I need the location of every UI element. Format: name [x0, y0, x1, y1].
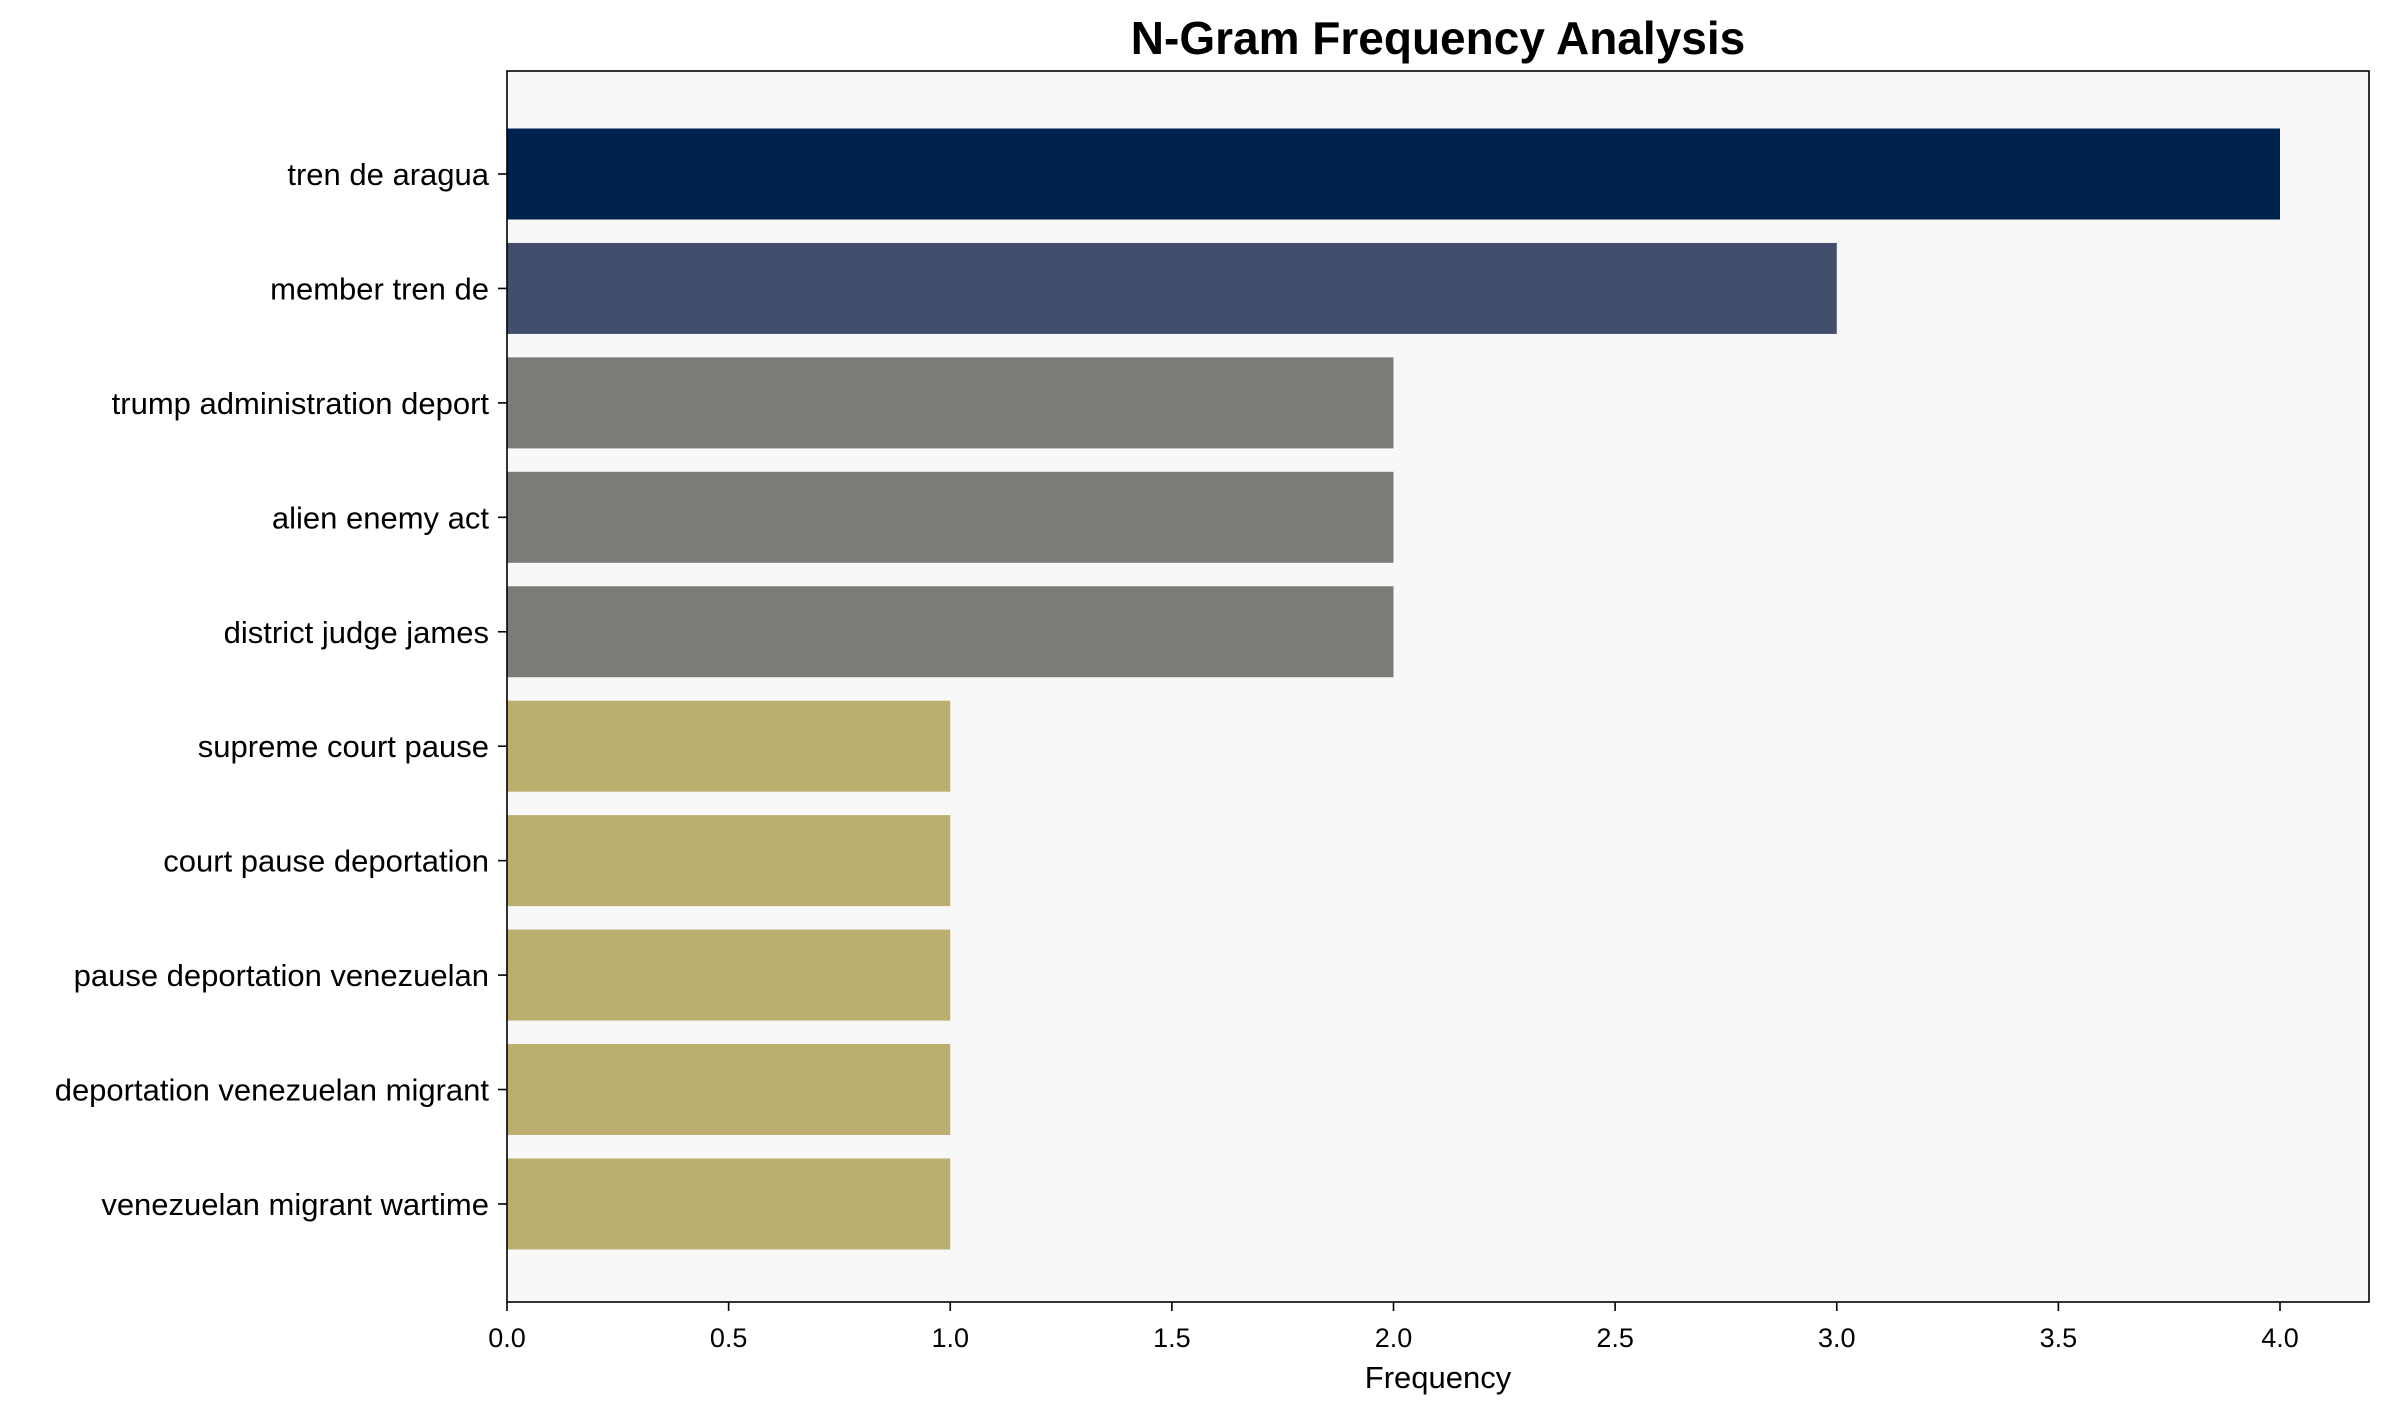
bar-supreme-court-pause	[507, 700, 951, 792]
x-tick-label: 1.0	[931, 1323, 969, 1353]
x-axis-label: Frequency	[1365, 1360, 1512, 1395]
y-tick-label: trump administration deport	[112, 386, 490, 421]
y-tick-label: alien enemy act	[272, 500, 490, 535]
x-tick-label: 2.5	[1596, 1323, 1634, 1353]
bar-venezuelan-migrant-wartime	[507, 1158, 951, 1250]
y-tick-label: member tren de	[270, 271, 489, 306]
y-tick-label: venezuelan migrant wartime	[101, 1187, 489, 1222]
bar-member-tren-de	[507, 242, 1837, 334]
x-tick-label: 3.5	[2040, 1323, 2078, 1353]
x-tick-label: 0.5	[710, 1323, 748, 1353]
x-tick-label: 4.0	[2261, 1323, 2299, 1353]
y-tick-label: pause deportation venezuelan	[74, 958, 489, 993]
bar-trump-administration-deport	[507, 357, 1394, 449]
y-tick-label: tren de aragua	[287, 157, 489, 192]
bar-alien-enemy-act	[507, 471, 1394, 563]
y-tick-label: deportation venezuelan migrant	[55, 1073, 490, 1108]
x-axis-ticks: 0.0 0.5 1.0 1.5 2.0 2.5 3.0 3.5 4.0	[488, 1302, 2299, 1353]
bar-tren-de-aragua	[507, 128, 2280, 220]
bar-pause-deportation-venezuelan	[507, 929, 951, 1021]
bar-deportation-venezuelan-migrant	[507, 1044, 951, 1136]
y-axis-ticks: tren de aragua member tren de trump admini…	[55, 157, 507, 1222]
chart-title: N-Gram Frequency Analysis	[1131, 12, 1745, 64]
x-tick-label: 3.0	[1818, 1323, 1856, 1353]
x-tick-label: 0.0	[488, 1323, 526, 1353]
bar-district-judge-james	[507, 586, 1394, 678]
plot-frame	[506, 70, 2370, 1303]
y-tick-label: court pause deportation	[163, 844, 489, 879]
y-tick-label: district judge james	[224, 615, 489, 650]
bar-court-pause-deportation	[507, 815, 951, 907]
x-tick-label: 2.0	[1375, 1323, 1413, 1353]
bars-group	[507, 128, 2280, 1250]
y-tick-label: supreme court pause	[198, 729, 489, 764]
x-tick-label: 1.5	[1153, 1323, 1191, 1353]
